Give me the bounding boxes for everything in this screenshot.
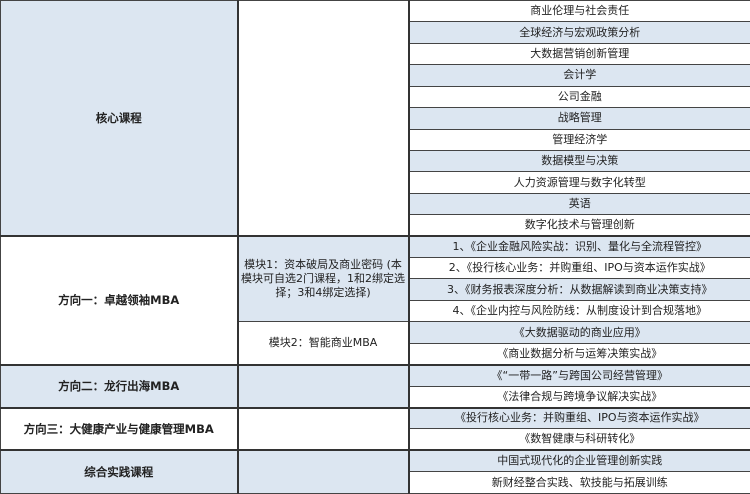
course-cell: 2、《投行核心业务：并购重组、IPO与资本运作实战》 [408,257,750,280]
course-cell: 《投行核心业务：并购重组、IPO与资本运作实战》 [408,406,750,430]
course-cell: 英语 [408,192,750,216]
module-1-label: 模块1：资本破局及商业密码 (本模块可自选2门课程，1和2绑定选择；3和4绑定选… [237,235,410,323]
course-cell: 人力资源管理与数字化转型 [408,171,750,194]
direction-2-module-empty [237,363,410,409]
course-cell: 数字化技术与管理创新 [408,214,750,237]
course-cell: 1、《企业金融风险实战：识别、量化与全流程管控》 [408,235,750,259]
course-cell: 商业伦理与社会责任 [408,0,750,23]
course-cell: 公司金融 [408,85,750,109]
course-cell: 战略管理 [408,107,750,130]
course-cell: 《数智健康与科研转化》 [408,428,750,451]
section-direction-1: 方向一：卓越领袖MBA [0,235,239,366]
course-cell: 3、《财务报表深度分析：从数据解读到商业决策支持》 [408,278,750,301]
course-cell: 《法律合规与跨境争议解决实战》 [408,385,750,409]
section-core: 核心课程 [0,0,239,237]
course-cell: 4、《企业内控与风险防线：从制度设计到合规落地》 [408,299,750,323]
course-cell: 全球经济与宏观政策分析 [408,21,750,44]
course-cell: 中国式现代化的企业管理创新实践 [408,449,750,473]
module-2-label: 模块2：智能商业MBA [237,321,410,366]
practice-module-empty [237,449,410,494]
course-cell: 新财经整合实践、软技能与拓展训练 [408,471,750,494]
course-cell: 数据模型与决策 [408,149,750,173]
direction-3-module-empty [237,406,410,451]
course-cell: 《商业数据分析与运筹决策实战》 [408,342,750,366]
course-cell: 大数据营销创新管理 [408,42,750,66]
course-cell: 《“一带一路”与跨国公司经营管理》 [408,363,750,387]
section-direction-3: 方向三：大健康产业与健康管理MBA [0,406,239,451]
core-module-empty [237,0,410,237]
course-cell: 《大数据驱动的商业应用》 [408,321,750,344]
section-direction-2: 方向二：龙行出海MBA [0,363,239,409]
course-cell: 会计学 [408,64,750,87]
section-practice: 综合实践课程 [0,449,239,494]
course-cell: 管理经济学 [408,128,750,151]
